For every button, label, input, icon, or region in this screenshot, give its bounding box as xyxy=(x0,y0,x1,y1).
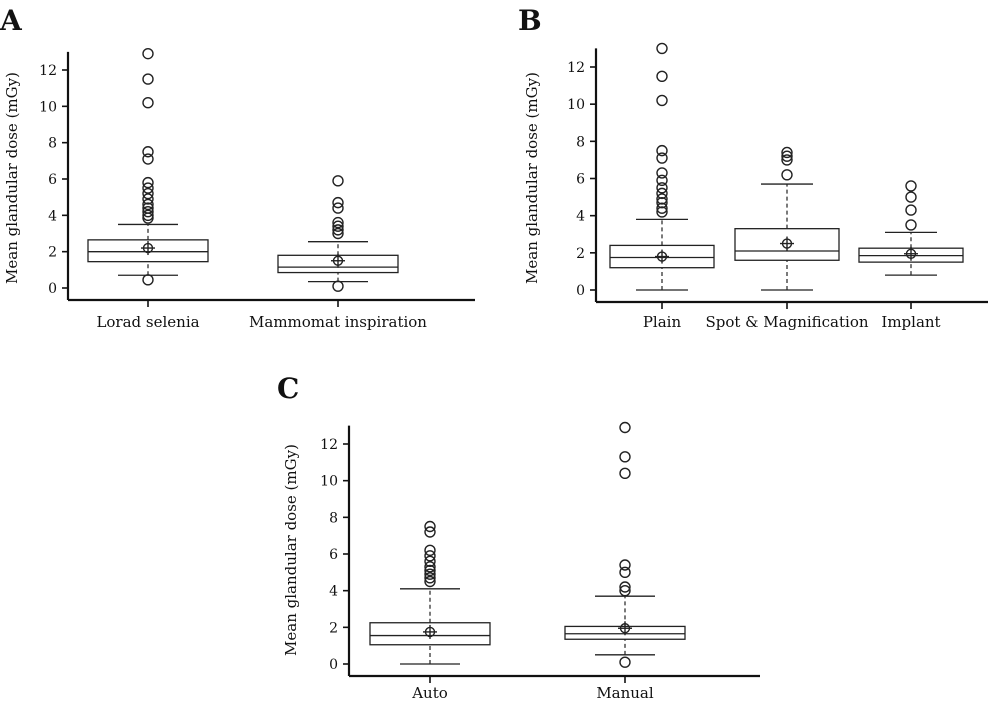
outlier-point xyxy=(424,544,436,557)
outlier-point xyxy=(619,451,631,463)
outlier-point xyxy=(781,146,793,159)
y-tick-label: 2 xyxy=(576,246,585,262)
outlier-point xyxy=(781,154,793,166)
outlier-point xyxy=(619,656,631,668)
outlier-point xyxy=(424,520,436,533)
outlier-point xyxy=(424,564,436,577)
panel-letter-a: A xyxy=(0,4,23,37)
panel-letter-b: B xyxy=(518,4,542,37)
outlier-point xyxy=(142,193,154,205)
outlier-point xyxy=(332,175,344,187)
outlier-point xyxy=(656,152,668,164)
y-tick-label: 10 xyxy=(320,474,338,490)
outlier-point xyxy=(656,70,668,82)
outlier-point xyxy=(781,150,793,162)
outlier-point xyxy=(424,568,436,580)
y-tick-label: 0 xyxy=(329,657,338,673)
outlier-point xyxy=(424,561,436,573)
outlier-point xyxy=(332,196,344,209)
outlier-point xyxy=(656,42,668,55)
outlier-point xyxy=(142,209,154,222)
outlier-point xyxy=(142,205,154,218)
outlier-point xyxy=(142,153,154,165)
y-tick-label: 4 xyxy=(329,584,338,600)
outlier-point xyxy=(619,559,631,571)
category-label: Manual xyxy=(596,684,654,702)
outlier-point xyxy=(142,146,154,158)
y-tick-label: 0 xyxy=(48,281,57,297)
outlier-point xyxy=(332,227,344,240)
outlier-point xyxy=(142,274,154,286)
category-label: Plain xyxy=(643,313,682,331)
outlier-point xyxy=(142,198,154,211)
outlier-point xyxy=(142,182,154,194)
outlier-point xyxy=(619,584,631,597)
outlier-point xyxy=(142,202,154,214)
outlier-point xyxy=(424,550,436,562)
outlier-point xyxy=(619,467,631,480)
outlier-point xyxy=(619,566,631,579)
outlier-point xyxy=(332,280,344,292)
y-tick-label: 6 xyxy=(329,547,338,563)
category-label: Lorad selenia xyxy=(96,313,199,331)
outlier-point xyxy=(656,196,668,209)
outlier-point xyxy=(656,174,668,187)
y-tick-label: 12 xyxy=(39,63,57,79)
outlier-point xyxy=(424,575,436,588)
outlier-point xyxy=(142,73,154,85)
y-tick-label: 6 xyxy=(48,172,57,188)
y-tick-label: 6 xyxy=(576,172,585,188)
panel-a-plot: 0 2 4 6 8 10 12 Mean glandular dose (mGy) Lorad … xyxy=(3,47,475,331)
outlier-point xyxy=(905,219,917,231)
outlier-point xyxy=(656,94,668,107)
y-tick-label: 10 xyxy=(39,99,57,115)
outlier-point xyxy=(656,182,668,194)
outlier-point xyxy=(424,572,436,584)
y-axis-label: Mean glandular dose (mGy) xyxy=(3,72,21,284)
y-tick-label: 10 xyxy=(567,97,585,113)
y-tick-label: 8 xyxy=(576,134,585,150)
outlier-point xyxy=(142,96,154,109)
y-tick-label: 8 xyxy=(329,510,338,526)
y-axis-label: Mean glandular dose (mGy) xyxy=(523,72,541,284)
outlier-point xyxy=(656,202,668,214)
outlier-point xyxy=(656,206,668,218)
y-tick-label: 8 xyxy=(48,136,57,152)
outlier-point xyxy=(142,176,154,189)
outlier-point xyxy=(905,204,917,216)
y-tick-label: 12 xyxy=(320,437,338,453)
outlier-point xyxy=(656,193,668,205)
outlier-point xyxy=(142,47,154,60)
panel-c-plot: 0 2 4 6 8 10 12 Mean glandular dose (mGy) Auto Ma… xyxy=(282,421,760,702)
y-tick-label: 4 xyxy=(48,208,57,224)
y-tick-label: 2 xyxy=(48,245,57,261)
y-tick-label: 2 xyxy=(329,620,338,636)
outlier-point xyxy=(905,180,917,192)
outlier-point xyxy=(619,421,631,434)
y-tick-label: 4 xyxy=(576,209,585,225)
category-label: Mammomat inspiration xyxy=(249,313,427,331)
outlier-point xyxy=(905,191,917,203)
y-tick-label: 0 xyxy=(576,283,585,299)
outlier-point xyxy=(424,526,436,538)
panel-b-plot: 0 2 4 6 8 10 12 Mean glandular dose (mGy) Plain S… xyxy=(523,42,988,331)
outlier-point xyxy=(424,555,436,568)
category-label: Auto xyxy=(411,684,448,702)
outlier-point xyxy=(781,169,793,181)
outlier-point xyxy=(619,581,631,593)
y-tick-label: 12 xyxy=(567,60,585,76)
y-axis-label: Mean glandular dose (mGy) xyxy=(282,444,300,656)
outlier-point xyxy=(656,187,668,200)
outlier-point xyxy=(656,167,668,179)
category-label: Spot & Magnification xyxy=(705,313,868,331)
outlier-point xyxy=(142,187,154,200)
category-label: Implant xyxy=(881,313,940,331)
panel-letter-c: C xyxy=(277,372,299,405)
outlier-point xyxy=(332,220,344,232)
outlier-point xyxy=(332,224,344,236)
outlier-point xyxy=(332,202,344,214)
outlier-point xyxy=(332,216,344,229)
outlier-point xyxy=(656,144,668,157)
